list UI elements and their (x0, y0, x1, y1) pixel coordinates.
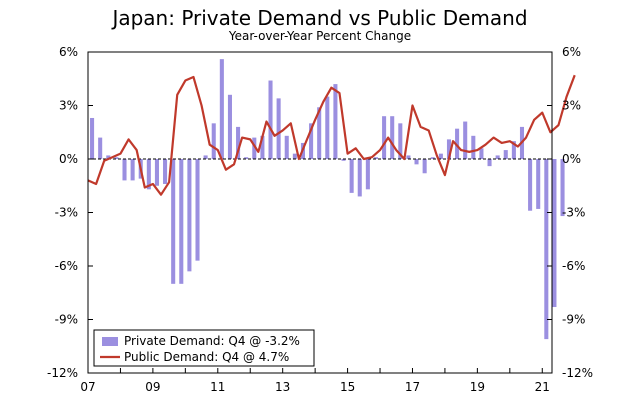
x-tick-label: 19 (470, 380, 485, 394)
private-demand-bar (390, 116, 395, 159)
private-demand-bar (463, 121, 468, 159)
private-demand-bar (495, 155, 500, 159)
x-tick-label: 17 (405, 380, 420, 394)
private-demand-bar (98, 137, 103, 159)
private-demand-bar (252, 137, 257, 159)
private-demand-bar (130, 159, 135, 181)
private-demand-bar (341, 159, 346, 161)
private-demand-bars (90, 59, 565, 340)
private-demand-bar (382, 116, 387, 159)
y-tick-label-right: 3% (562, 99, 581, 113)
private-demand-bar (357, 159, 362, 197)
y-tick-label-left: -6% (55, 259, 78, 273)
private-demand-bar (446, 139, 452, 159)
private-demand-bar (219, 59, 224, 159)
chart-title: Japan: Private Demand vs Public Demand (112, 6, 528, 30)
y-tick-label-left: 6% (59, 45, 78, 59)
plot-frame (87, 51, 553, 374)
private-demand-bar (398, 123, 403, 159)
private-demand-bar (268, 80, 273, 159)
legend-private-swatch (102, 337, 118, 346)
chart-subtitle: Year-over-Year Percent Change (228, 29, 412, 43)
private-demand-bar (503, 150, 508, 159)
private-demand-bar (292, 153, 297, 159)
y-tick-label-right: 6% (562, 45, 581, 59)
private-demand-bar (528, 159, 533, 211)
private-demand-bar (203, 155, 208, 159)
private-demand-bar (179, 159, 184, 284)
legend: Private Demand: Q4 @ -3.2% Public Demand… (93, 329, 315, 367)
y-tick-label-right: 0% (562, 152, 581, 166)
private-demand-bar (536, 159, 541, 209)
axes: 6% 6%3% 3%0% 0%-3% -3%-6% -6%-9% -9%-12% -12%07… (47, 45, 593, 394)
y-tick-label-right: -12% (562, 366, 593, 380)
private-demand-bar (227, 94, 232, 159)
private-demand-bar (146, 159, 151, 190)
private-demand-bar (122, 159, 127, 181)
private-demand-bar (317, 107, 322, 159)
x-tick-label: 11 (210, 380, 225, 394)
x-tick-label: 13 (275, 380, 290, 394)
x-tick-label: 07 (80, 380, 95, 394)
y-tick-label-left: -9% (55, 313, 78, 327)
legend-private-label: Private Demand: Q4 @ -3.2% (124, 334, 300, 348)
private-demand-bar (365, 159, 370, 190)
private-demand-bar (333, 84, 338, 159)
private-demand-bar (430, 157, 435, 159)
private-demand-bar (187, 159, 192, 272)
private-demand-bar (244, 157, 249, 159)
x-tick-label: 09 (145, 380, 160, 394)
y-tick-label-left: -3% (55, 206, 78, 220)
y-tick-label-right: -6% (562, 259, 585, 273)
legend-box (93, 329, 315, 367)
private-demand-bar (438, 153, 443, 159)
public-demand-line (87, 74, 576, 196)
private-demand-bar (211, 123, 216, 159)
y-tick-label-left: 3% (59, 99, 78, 113)
private-demand-bar (236, 126, 241, 159)
private-demand-bar (373, 157, 378, 159)
private-demand-bar (471, 135, 476, 159)
private-demand-bar (284, 135, 289, 159)
private-demand-bar (163, 159, 168, 184)
private-demand-bar (325, 96, 330, 159)
public-demand-line-group (87, 74, 576, 196)
y-tick-label-left: 0% (59, 152, 78, 166)
private-demand-bar (511, 141, 516, 159)
y-tick-label-right: -9% (562, 313, 585, 327)
private-demand-bar (479, 148, 484, 159)
x-tick-label: 21 (535, 380, 550, 394)
private-demand-bar (171, 159, 176, 284)
private-demand-bar (544, 159, 549, 340)
private-demand-bar (349, 159, 354, 193)
legend-public-label: Public Demand: Q4 @ 4.7% (124, 350, 289, 364)
y-tick-label-left: -12% (47, 366, 78, 380)
private-demand-bar (455, 128, 460, 159)
private-demand-bar (260, 135, 265, 159)
private-demand-bar (114, 157, 119, 159)
private-demand-bar (90, 117, 95, 159)
private-demand-bar (560, 159, 565, 217)
y-tick-label-right: -3% (562, 206, 585, 220)
private-demand-bar (487, 159, 492, 167)
private-demand-bar (422, 159, 427, 174)
private-demand-bar (154, 159, 159, 186)
private-demand-bar (552, 159, 557, 308)
private-demand-bar (406, 155, 411, 159)
private-demand-bar (195, 159, 200, 261)
private-demand-bar (309, 123, 314, 159)
private-demand-bar (414, 159, 419, 165)
private-demand-bar (276, 98, 281, 159)
x-tick-label: 15 (340, 380, 355, 394)
private-demand-bar (106, 155, 111, 159)
